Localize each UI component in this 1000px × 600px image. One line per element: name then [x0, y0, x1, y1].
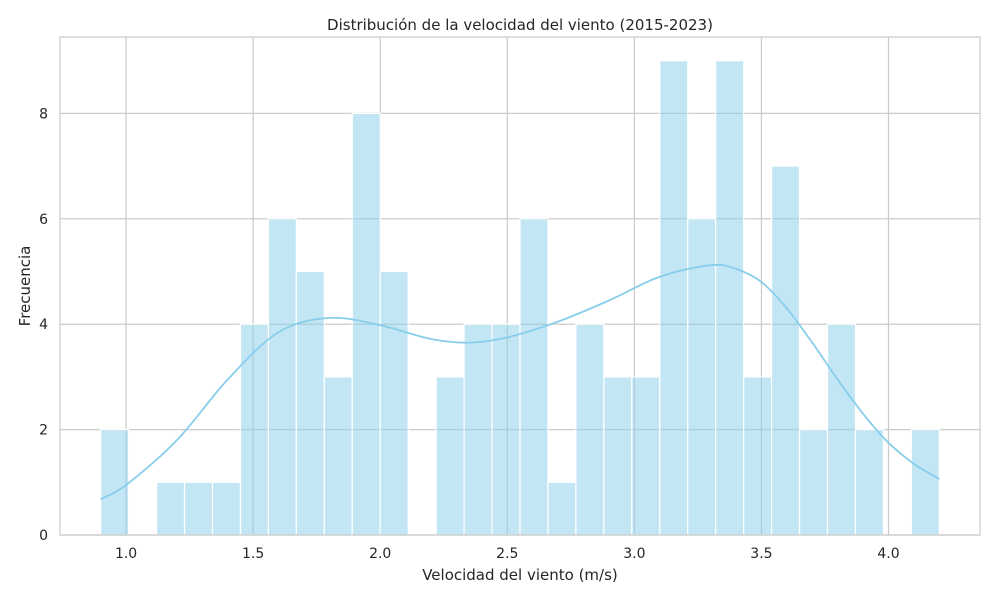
histogram-bar: [491, 323, 521, 536]
x-tick-label: 3.5: [750, 546, 772, 562]
histogram-bar: [463, 323, 493, 536]
histogram-bar: [910, 429, 940, 536]
histogram-bar: [435, 376, 465, 536]
histogram-bar: [155, 481, 186, 536]
y-tick-label: 0: [39, 528, 48, 544]
histogram-bar: [603, 376, 633, 536]
histogram-bar: [547, 481, 577, 536]
histogram-bar: [183, 481, 214, 536]
histogram-bar: [379, 270, 409, 536]
chart-title: Distribución de la velocidad del viento …: [327, 16, 713, 34]
x-tick-label: 1.5: [242, 546, 264, 562]
y-tick-label: 6: [39, 212, 48, 228]
histogram-bar: [239, 323, 269, 536]
histogram-bar: [519, 218, 549, 536]
histogram-bar: [631, 376, 661, 536]
histogram-bar: [211, 481, 242, 536]
x-tick-label: 2.0: [369, 546, 391, 562]
kde-curve: [100, 263, 940, 500]
y-tick-label: 4: [39, 317, 48, 333]
histogram-bar: [323, 376, 353, 536]
y-tick-labels: 0 2 4 6 8: [39, 106, 48, 544]
y-axis-label: Frecuencia: [16, 246, 34, 327]
plot-frame: [59, 36, 981, 536]
y-tick-label: 8: [39, 106, 48, 122]
x-tick-label: 2.5: [496, 546, 518, 562]
histogram-bar: [771, 165, 801, 536]
histogram-bar: [826, 323, 857, 536]
x-tick-label: 3.0: [623, 546, 645, 562]
histogram-bar: [854, 429, 885, 536]
histogram-bar: [100, 429, 130, 536]
histogram-bar: [295, 270, 325, 536]
histogram-bar: [575, 323, 605, 536]
x-tick-label: 1.0: [115, 546, 137, 562]
y-tick-label: 2: [39, 423, 48, 439]
x-axis-label: Velocidad del viento (m/s): [422, 566, 618, 584]
histogram-bar: [798, 429, 829, 536]
x-tick-label: 4.0: [877, 546, 899, 562]
histogram-bar: [715, 60, 745, 536]
x-tick-labels: 1.0 1.5 2.0 2.5 3.0 3.5 4.0: [115, 546, 900, 562]
histogram-bar: [267, 218, 297, 536]
histogram-bar: [687, 218, 717, 536]
histogram-bar: [659, 60, 689, 536]
histogram-bar: [743, 376, 773, 536]
